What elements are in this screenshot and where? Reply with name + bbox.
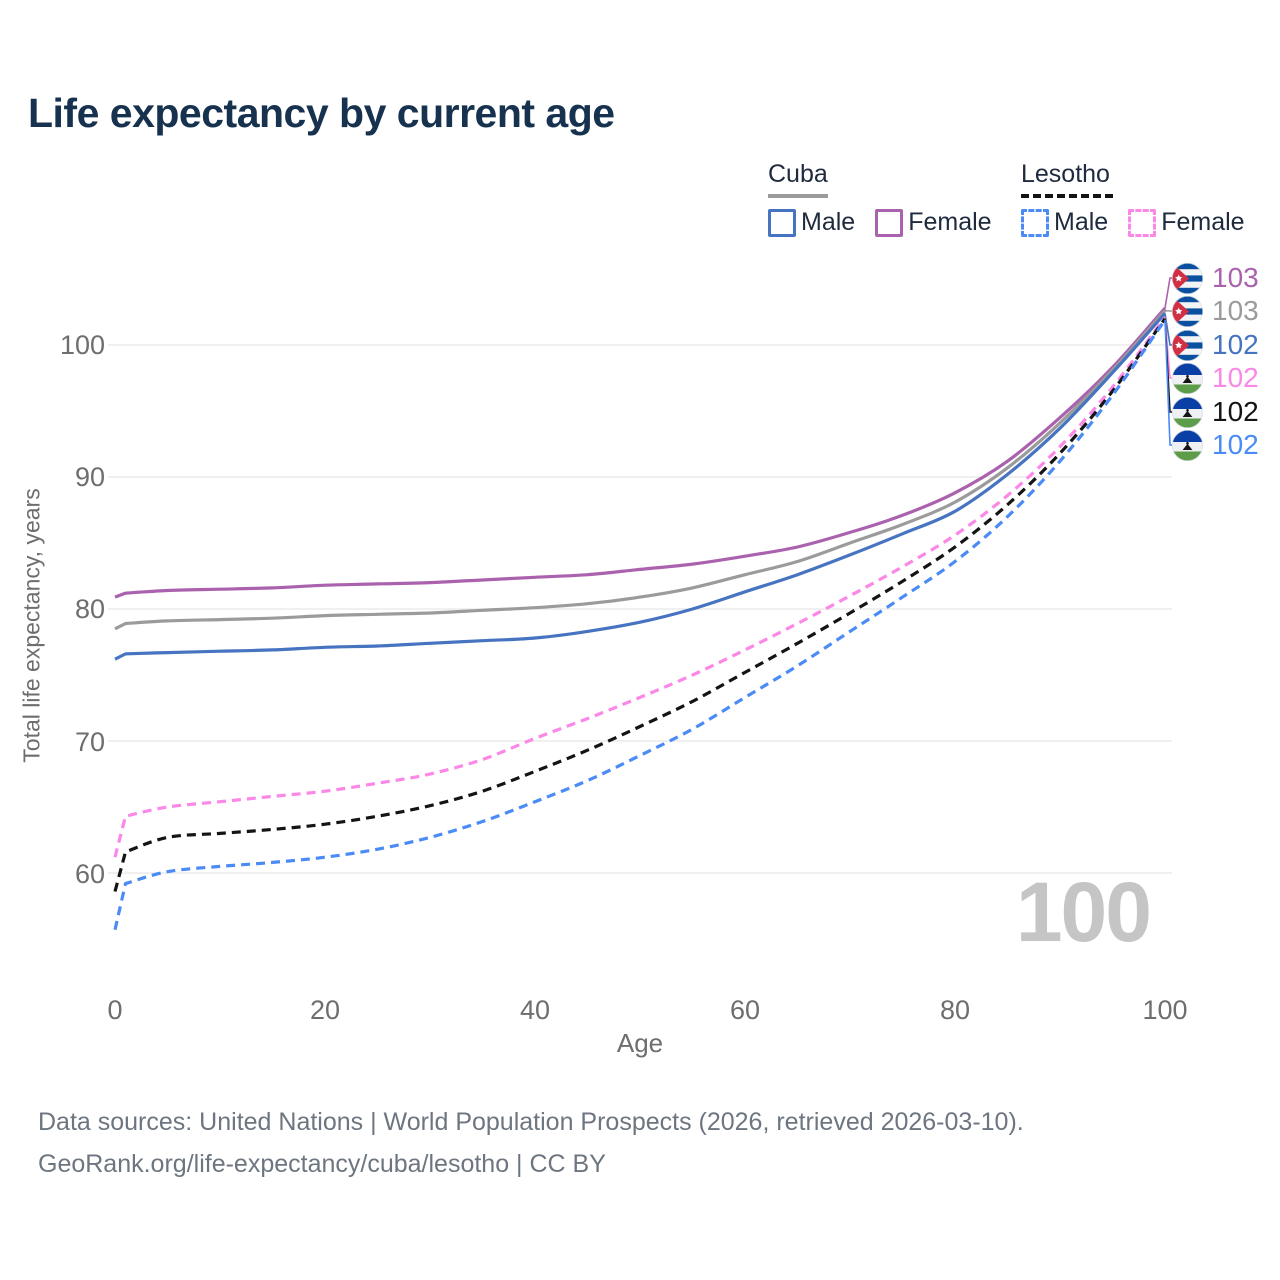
legend-cuba-items: Male Female	[768, 208, 1012, 237]
x-tick-20: 20	[309, 995, 341, 1025]
end-value: 102	[1212, 362, 1259, 393]
x-axis-title: Age	[616, 1028, 664, 1058]
footer-data-sources: Data sources: United Nations | World Pop…	[38, 1108, 1024, 1136]
line-lesotho-both-sexes[interactable]	[113, 317, 1167, 892]
cuba-flag-icon	[1172, 296, 1203, 327]
y-axis-title: Total life expectancy, years	[18, 488, 45, 763]
legend-lesotho-label: Lesotho	[1021, 160, 1110, 188]
line-cuba-female[interactable]	[114, 306, 1167, 599]
end-label-lesotho-female: 102	[1172, 362, 1259, 394]
legend-group-lesotho: Lesotho Male Female	[1021, 160, 1265, 237]
end-label-lesotho-both: 102	[1172, 396, 1259, 428]
lesotho-flag-icon	[1172, 363, 1203, 394]
legend-swatch-cuba-male[interactable]	[768, 208, 796, 237]
end-value: 103	[1212, 295, 1259, 326]
legend-swatch-lesotho-male[interactable]	[1021, 208, 1049, 237]
end-label-lesotho-male: 102	[1172, 429, 1259, 461]
line-lesotho-female[interactable]	[113, 316, 1167, 858]
legend-swatch-lesotho-female[interactable]	[1128, 208, 1157, 237]
legend-label-cuba-female[interactable]: Female	[908, 208, 992, 236]
end-value: 102	[1212, 396, 1259, 427]
chart-lines	[113, 306, 1167, 931]
gridlines	[108, 344, 1172, 874]
end-value: 102	[1212, 429, 1259, 460]
line-lesotho-male[interactable]	[113, 318, 1167, 931]
y-tick-80: 80	[74, 594, 105, 624]
legend-label-cuba-male[interactable]: Male	[801, 208, 856, 236]
legend-lesotho-dashed-line-sample	[1021, 194, 1113, 198]
footer-attribution[interactable]: GeoRank.org/life-expectancy/cuba/lesotho…	[38, 1150, 606, 1178]
cuba-flag-icon	[1172, 263, 1203, 294]
y-tick-90: 90	[74, 462, 105, 492]
end-value: 103	[1212, 262, 1259, 293]
lesotho-flag-icon	[1172, 397, 1203, 428]
y-tick-70: 70	[74, 727, 105, 757]
age-watermark: 100	[1015, 865, 1152, 959]
legend-group-cuba: Cuba Male Female	[768, 160, 1012, 237]
legend-label-lesotho-male[interactable]: Male	[1054, 208, 1109, 236]
end-value: 102	[1212, 329, 1259, 360]
lesotho-flag-icon	[1172, 430, 1203, 461]
x-tick-80: 80	[939, 995, 971, 1025]
line-cuba-both-sexes[interactable]	[114, 309, 1167, 631]
legend-lesotho-items: Male Female	[1021, 208, 1265, 237]
legend-cuba-label: Cuba	[768, 160, 828, 188]
y-tick-100: 100	[59, 330, 105, 360]
legend-label-lesotho-female[interactable]: Female	[1161, 208, 1245, 236]
x-tick-40: 40	[519, 995, 551, 1025]
end-label-cuba-both: 103	[1172, 295, 1259, 327]
end-label-cuba-female: 103	[1172, 262, 1259, 294]
legend-cuba-solid-line-sample	[768, 194, 828, 198]
line-cuba-male[interactable]	[114, 312, 1167, 661]
x-tick-0: 0	[107, 995, 123, 1025]
y-tick-60: 60	[74, 859, 105, 889]
cuba-flag-icon	[1172, 330, 1203, 361]
chart-title: Life expectancy by current age	[28, 90, 615, 136]
x-tick-100: 100	[1142, 995, 1188, 1025]
end-label-cuba-male: 102	[1172, 329, 1259, 361]
legend-swatch-cuba-female[interactable]	[875, 208, 904, 237]
x-tick-60: 60	[729, 995, 761, 1025]
